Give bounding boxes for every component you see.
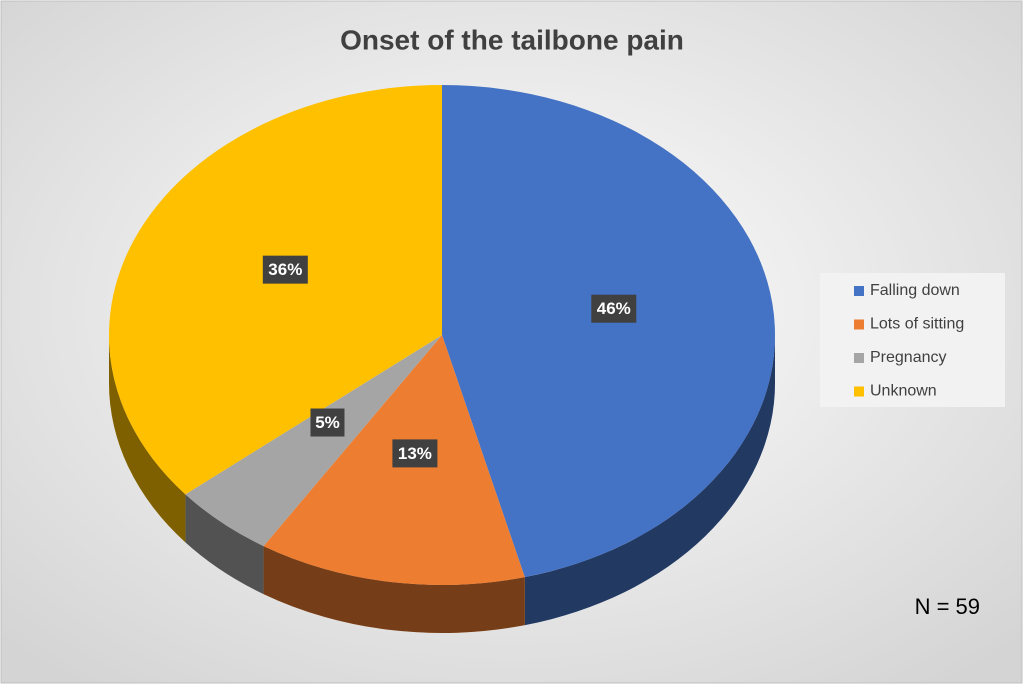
slice-side-shade xyxy=(524,335,775,626)
data-label: 46% xyxy=(597,299,631,318)
slice-side-shade xyxy=(263,546,525,633)
legend-label: Unknown xyxy=(870,383,937,400)
slice xyxy=(109,85,443,495)
legend-swatch xyxy=(854,353,864,363)
legend-label: Falling down xyxy=(870,282,960,299)
legend-swatch xyxy=(854,286,864,296)
data-label-box xyxy=(591,294,637,323)
legend-swatch xyxy=(854,319,864,330)
data-label: 36% xyxy=(268,260,302,279)
slice xyxy=(442,85,776,578)
legend-label: Lots of sitting xyxy=(870,316,964,333)
legend-box xyxy=(820,273,1005,407)
chart-title: Onset of the tailbone pain xyxy=(340,24,684,55)
data-label: 13% xyxy=(398,444,432,463)
data-label-box xyxy=(310,408,345,437)
legend-swatch xyxy=(854,386,864,397)
slice-side-shade xyxy=(185,494,264,595)
data-label-box xyxy=(262,255,308,284)
slice-side-shade xyxy=(109,335,186,543)
annotation: N = 59 xyxy=(915,594,980,619)
legend-label: Pregnancy xyxy=(870,349,947,366)
slice xyxy=(185,335,443,547)
data-label: 5% xyxy=(315,413,340,432)
data-label-box xyxy=(392,439,438,468)
